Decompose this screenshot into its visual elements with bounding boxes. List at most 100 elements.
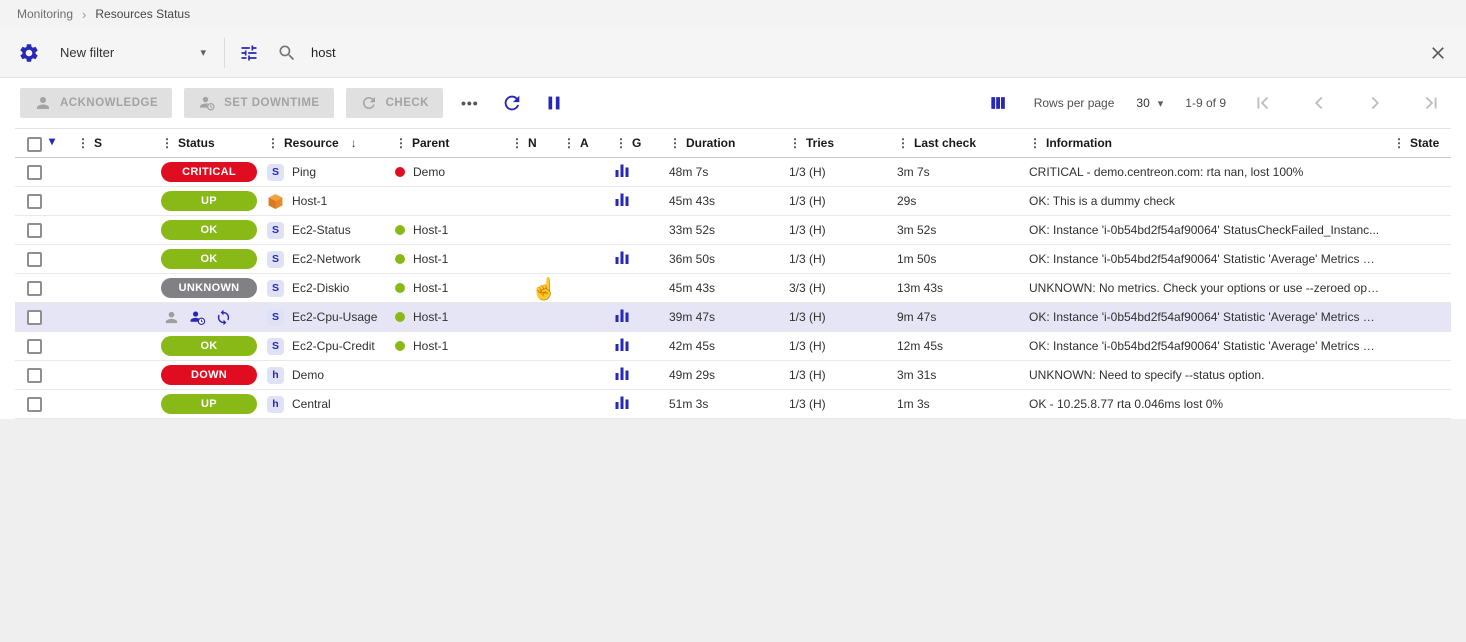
column-header-ack[interactable]: ⋮ A [557, 128, 609, 158]
resource-name: Central [292, 397, 331, 411]
parent-status-dot [395, 225, 405, 235]
column-header-tries[interactable]: ⋮ Tries [783, 128, 891, 158]
information-text: UNKNOWN: No metrics. Check your options … [1029, 281, 1381, 295]
table-row[interactable]: UNKNOWN S Ec2-Diskio Host-1 45m 43s 3/3 (H) 13… [15, 273, 1451, 303]
acknowledge-button[interactable]: ACKNOWLEDGE [20, 88, 173, 118]
column-header-state[interactable]: ⋮ State [1387, 128, 1451, 158]
column-header-information[interactable]: ⋮ Information [1023, 128, 1387, 158]
row-checkbox[interactable] [27, 367, 42, 383]
graph-icon[interactable] [615, 164, 629, 177]
state-cell [1387, 157, 1451, 187]
duration-cell: 33m 52s [663, 215, 783, 245]
columns-settings-button[interactable] [984, 89, 1012, 117]
check-button[interactable]: CHECK [345, 88, 443, 118]
refresh-button[interactable] [497, 88, 527, 118]
row-checkbox[interactable] [27, 164, 42, 180]
table-row[interactable]: CRITICAL S Ping Demo 48m 7s 1/3 (H) 3m 7s CRITI… [15, 157, 1451, 187]
tries-cell: 1/3 (H) [783, 360, 891, 390]
status-badge: UNKNOWN [161, 278, 257, 298]
row-checkbox[interactable] [27, 251, 42, 267]
last-check-cell: 13m 43s [891, 273, 1023, 303]
breadcrumb-item-monitoring[interactable]: Monitoring [17, 7, 74, 21]
notification-cell [505, 244, 557, 274]
row-checkbox[interactable] [27, 280, 42, 296]
column-header-notification[interactable]: ⋮ N [505, 128, 557, 158]
notification-cell [505, 215, 557, 245]
column-header-severity[interactable]: ⋮ S [71, 128, 159, 158]
select-menu-caret-icon[interactable]: ▾ [49, 134, 56, 149]
first-page-button[interactable] [1248, 88, 1278, 118]
resource-name: Ec2-Cpu-Credit [292, 339, 375, 353]
table-row[interactable]: UP h Central 51m 3s 1/3 (H) 1m 3s OK - 10.25.8… [15, 389, 1451, 419]
table-row[interactable]: UP Host-1 45m 43s 1/3 (H) 29s OK: This is a d… [15, 186, 1451, 216]
table-row[interactable]: OK S Ec2-Network Host-1 36m 50s 1/3 (H) 1m 50s… [15, 244, 1451, 274]
graph-icon[interactable] [615, 367, 629, 380]
filter-preset-select[interactable]: New filter ▾ [56, 39, 214, 66]
filter-options-button[interactable] [235, 39, 263, 67]
action-toolbar: ACKNOWLEDGE SET DOWNTIME CHECK ••• Rows … [15, 78, 1451, 128]
status-badge: OK [161, 336, 257, 356]
search-box [277, 43, 1424, 63]
status-badge: OK [161, 249, 257, 269]
rows-per-page-select[interactable]: 30 ▾ [1136, 96, 1163, 110]
graph-icon[interactable] [615, 309, 629, 322]
column-menu-icon[interactable]: ⋮ [395, 136, 407, 150]
column-header-graph[interactable]: ⋮ G [609, 128, 663, 158]
resources-table: ▾ ⋮ S ⋮ Status ⋮ Resource ↓ ⋮ Parent ⋮ N ⋮ A ⋮ G ⋮ Durat… [15, 128, 1451, 419]
graph-icon[interactable] [615, 251, 629, 264]
graph-icon[interactable] [615, 193, 629, 206]
status-badge: OK [161, 220, 257, 240]
column-menu-icon[interactable]: ⋮ [1029, 136, 1041, 150]
table-row[interactable]: DOWN h Demo 49m 29s 1/3 (H) 3m 31s UNKNOWN: Ne… [15, 360, 1451, 390]
parent-name: Host-1 [413, 281, 449, 295]
tries-cell: 1/3 (H) [783, 389, 891, 419]
clear-search-button[interactable] [1424, 39, 1452, 67]
sort-desc-icon: ↓ [350, 136, 357, 150]
graph-icon[interactable] [615, 396, 629, 409]
severity-cell [71, 215, 159, 245]
information-text: OK: Instance 'i-0b54bd2f54af90064' Stati… [1029, 252, 1381, 266]
search-input[interactable] [311, 45, 911, 60]
row-checkbox[interactable] [27, 396, 42, 412]
column-menu-icon[interactable]: ⋮ [897, 136, 909, 150]
settings-button[interactable] [14, 38, 44, 68]
column-menu-icon[interactable]: ⋮ [1393, 136, 1405, 150]
notification-cell [505, 360, 557, 390]
pause-button[interactable] [539, 88, 569, 118]
column-menu-icon[interactable]: ⋮ [563, 136, 575, 150]
column-header-parent[interactable]: ⋮ Parent [389, 128, 505, 158]
more-actions-button[interactable]: ••• [455, 88, 485, 118]
parent-status-dot [395, 167, 405, 177]
column-menu-icon[interactable]: ⋮ [77, 136, 89, 150]
notification-cell [505, 331, 557, 361]
set-downtime-button[interactable]: SET DOWNTIME [184, 88, 334, 118]
column-menu-icon[interactable]: ⋮ [615, 136, 627, 150]
last-page-button[interactable] [1416, 88, 1446, 118]
column-header-last_check[interactable]: ⋮ Last check [891, 128, 1023, 158]
previous-page-button[interactable] [1304, 88, 1334, 118]
column-header-status[interactable]: ⋮ Status [159, 128, 261, 158]
first-page-icon [1257, 96, 1269, 110]
column-menu-icon[interactable]: ⋮ [669, 136, 681, 150]
ack-cell [557, 331, 609, 361]
duration-cell: 48m 7s [663, 157, 783, 187]
row-checkbox[interactable] [27, 338, 42, 354]
next-page-button[interactable] [1360, 88, 1390, 118]
select-all-checkbox[interactable] [27, 136, 42, 152]
column-menu-icon[interactable]: ⋮ [789, 136, 801, 150]
resource-name: Ping [292, 165, 317, 179]
row-checkbox[interactable] [27, 193, 42, 209]
column-menu-icon[interactable]: ⋮ [267, 136, 279, 150]
notification-cell [505, 389, 557, 419]
column-header-resource[interactable]: ⋮ Resource ↓ [261, 128, 389, 158]
column-menu-icon[interactable]: ⋮ [161, 136, 173, 150]
column-menu-icon[interactable]: ⋮ [511, 136, 523, 150]
filter-preset-label: New filter [60, 45, 115, 60]
table-row[interactable]: OK S Ec2-Cpu-Credit Host-1 42m 45s 1/3 (H) 12m… [15, 331, 1451, 361]
column-header-duration[interactable]: ⋮ Duration [663, 128, 783, 158]
graph-icon[interactable] [615, 338, 629, 351]
row-checkbox[interactable] [27, 309, 42, 325]
row-checkbox[interactable] [27, 222, 42, 238]
table-row[interactable]: S Ec2-Cpu-Usage Host-1 39m 47s 1/3 (H) 9m 47s… [15, 302, 1451, 332]
table-row[interactable]: OK S Ec2-Status Host-1 33m 52s 1/3 (H) 3m 52s O… [15, 215, 1451, 245]
